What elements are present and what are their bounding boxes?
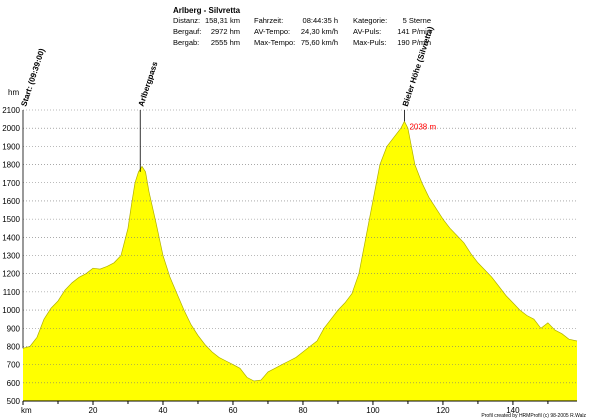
x-tick-label: 60 (229, 406, 238, 415)
y-tick-label: 1500 (2, 215, 20, 224)
y-tick-label: 1100 (3, 288, 21, 297)
y-tick-label: 800 (7, 342, 21, 351)
max-speed-value: 75,60 km/h (300, 38, 338, 47)
x-tick-label: 100 (366, 406, 380, 415)
y-tick-label: 500 (7, 397, 21, 406)
avg-speed-value: 24,30 km/h (300, 27, 338, 36)
y-tick-label: 600 (7, 379, 21, 388)
y-tick-label: 900 (7, 324, 21, 333)
peak-elevation-label: 2038 m (409, 122, 436, 131)
y-tick-label: 1900 (2, 142, 20, 151)
y-tick-label: 1000 (2, 306, 20, 315)
y-tick-label: 1800 (2, 161, 20, 170)
annotation-label-1: Arlbergpass (137, 60, 160, 108)
x-tick-label: 140 (506, 406, 520, 415)
x-tick-label: 40 (159, 406, 168, 415)
y-tick-label: 2100 (2, 106, 20, 115)
ascent-value: 2972 hm (210, 27, 240, 36)
y-tick-label: 700 (7, 361, 21, 370)
category-value: 5 Sterne (402, 16, 431, 25)
distance-value: 158,31 km (204, 16, 240, 25)
y-tick-label: 1600 (2, 197, 20, 206)
max-speed-label: Max-Tempo: (254, 38, 296, 47)
footer-credit: Profil created by HRMProfil (c) 98-2005 … (481, 413, 586, 419)
x-axis-label: km (21, 406, 32, 415)
x-tick-label: 120 (436, 406, 450, 415)
descent-value: 2555 hm (210, 38, 240, 47)
tour-title: Arlberg - Silvretta (173, 6, 241, 15)
max-pulse-value: 190 P/min (397, 38, 431, 47)
avg-pulse-label: AV-Puls: (353, 27, 382, 36)
stats-panel: Arlberg - Silvretta Distanz: 158,31 km B… (0, 2, 600, 52)
annotation-label-2: Bieler Höhe (Silvretta) (401, 25, 435, 108)
distance-label: Distanz: (173, 16, 201, 25)
ascent-label: Bergauf: (173, 27, 202, 36)
y-tick-label: 1300 (2, 252, 20, 261)
y-tick-label: 1400 (2, 233, 20, 242)
elevation-area (23, 121, 577, 402)
max-pulse-label: Max-Puls: (353, 38, 387, 47)
y-tick-label: 1200 (2, 270, 20, 279)
y-tick-label: 1700 (2, 179, 20, 188)
descent-label: Bergab: (173, 38, 200, 47)
annotation-label-0: Start: (09:39:00) (19, 47, 46, 108)
y-tick-label: 2000 (2, 124, 20, 133)
avg-pulse-value: 141 P/min (397, 27, 431, 36)
ride-time-value: 08:44:35 h (302, 16, 338, 25)
category-label: Kategorie: (353, 16, 388, 25)
avg-speed-label: AV-Tempo: (254, 27, 291, 36)
ride-time-label: Fahrzeit: (254, 16, 284, 25)
x-tick-label: 20 (89, 406, 98, 415)
y-axis-label: hm (8, 88, 19, 97)
x-tick-label: 80 (299, 406, 308, 415)
elevation-line (22, 120, 578, 382)
